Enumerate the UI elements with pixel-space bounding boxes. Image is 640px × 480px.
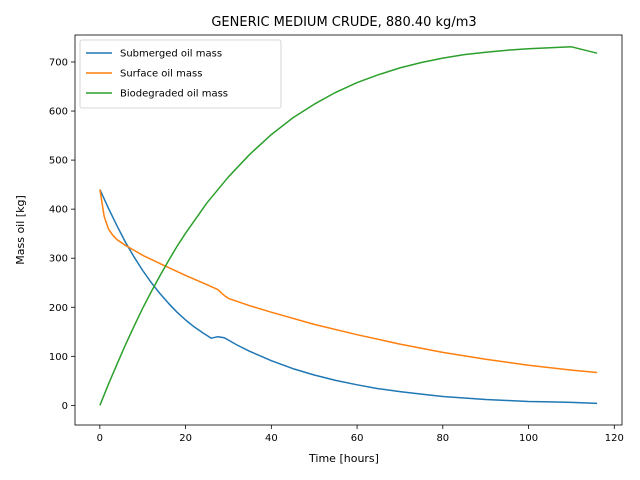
y-tick-label: 300 [49,254,68,265]
y-tick-label: 100 [49,352,68,363]
series-line-3 [99,46,598,406]
x-axis: 0 20 40 60 80 100 120 [97,425,624,444]
x-tick-label: 20 [179,433,192,444]
y-tick-label: 700 [49,57,68,68]
legend-label-1: Submerged oil mass [120,49,222,60]
plot-frame [74,34,623,426]
x-axis-label: Time [hours] [308,452,379,465]
y-axis: 0 100 200 300 400 500 600 700 [49,57,75,412]
x-tick-label: 100 [519,433,538,444]
y-tick-label: 0 [62,401,68,412]
y-tick-label: 400 [49,205,68,216]
plot-area [99,46,598,406]
x-tick-label: 80 [436,433,449,444]
x-tick-label: 0 [97,433,103,444]
legend-box [79,39,282,109]
legend: Submerged oil mass Surface oil mass Biodeg… [79,39,282,109]
x-tick-label: 40 [265,433,278,444]
y-tick-label: 600 [49,107,68,118]
series-line-2 [99,189,598,374]
chart-title: GENERIC MEDIUM CRUDE, 880.40 kg/m3 [211,15,476,30]
y-axis-label: Mass oil [kg] [14,195,27,264]
legend-label-2: Surface oil mass [120,69,202,80]
y-tick-label: 200 [49,303,68,314]
legend-label-3: Biodegraded oil mass [120,89,228,100]
series-line-1 [99,189,598,405]
y-tick-label: 500 [49,156,68,167]
x-tick-label: 60 [351,433,364,444]
x-tick-label: 120 [605,433,624,444]
